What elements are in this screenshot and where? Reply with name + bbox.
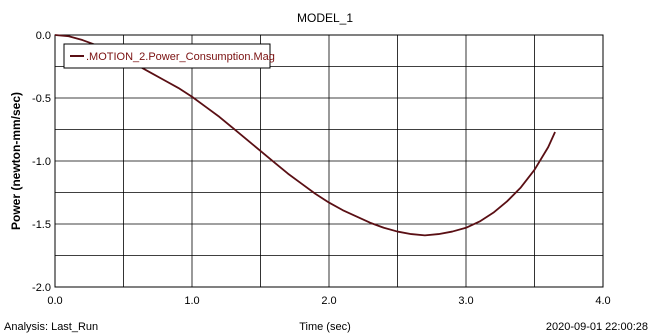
x-tick-label: 0.0 [47, 295, 62, 307]
x-axis-ticks: 0.0 1.0 2.0 3.0 4.0 [47, 295, 610, 307]
timestamp: 2020-09-01 22:00:28 [546, 321, 648, 333]
legend: .MOTION_2.Power_Consumption.Mag [63, 43, 275, 69]
y-tick-label: 0.0 [36, 30, 51, 42]
x-tick-label: 1.0 [184, 295, 199, 307]
y-axis-label: Power (newton-mm/sec) [9, 92, 23, 230]
y-tick-label: -0.5 [32, 93, 51, 105]
x-axis-label: Time (sec) [299, 321, 351, 333]
analysis-label: Analysis: Last_Run [4, 321, 98, 333]
x-tick-label: 3.0 [458, 295, 473, 307]
y-tick-label: -1.0 [32, 156, 51, 168]
legend-box [63, 43, 271, 69]
grid [55, 35, 603, 287]
x-tick-label: 2.0 [321, 295, 336, 307]
y-axis-ticks: 0.0 -0.5 -1.0 -1.5 -2.0 [32, 30, 51, 294]
x-tick-label: 4.0 [595, 295, 610, 307]
chart-title: MODEL_1 [297, 11, 353, 25]
y-tick-label: -2.0 [32, 282, 51, 294]
y-tick-label: -1.5 [32, 219, 51, 231]
legend-entry: .MOTION_2.Power_Consumption.Mag [86, 51, 275, 63]
